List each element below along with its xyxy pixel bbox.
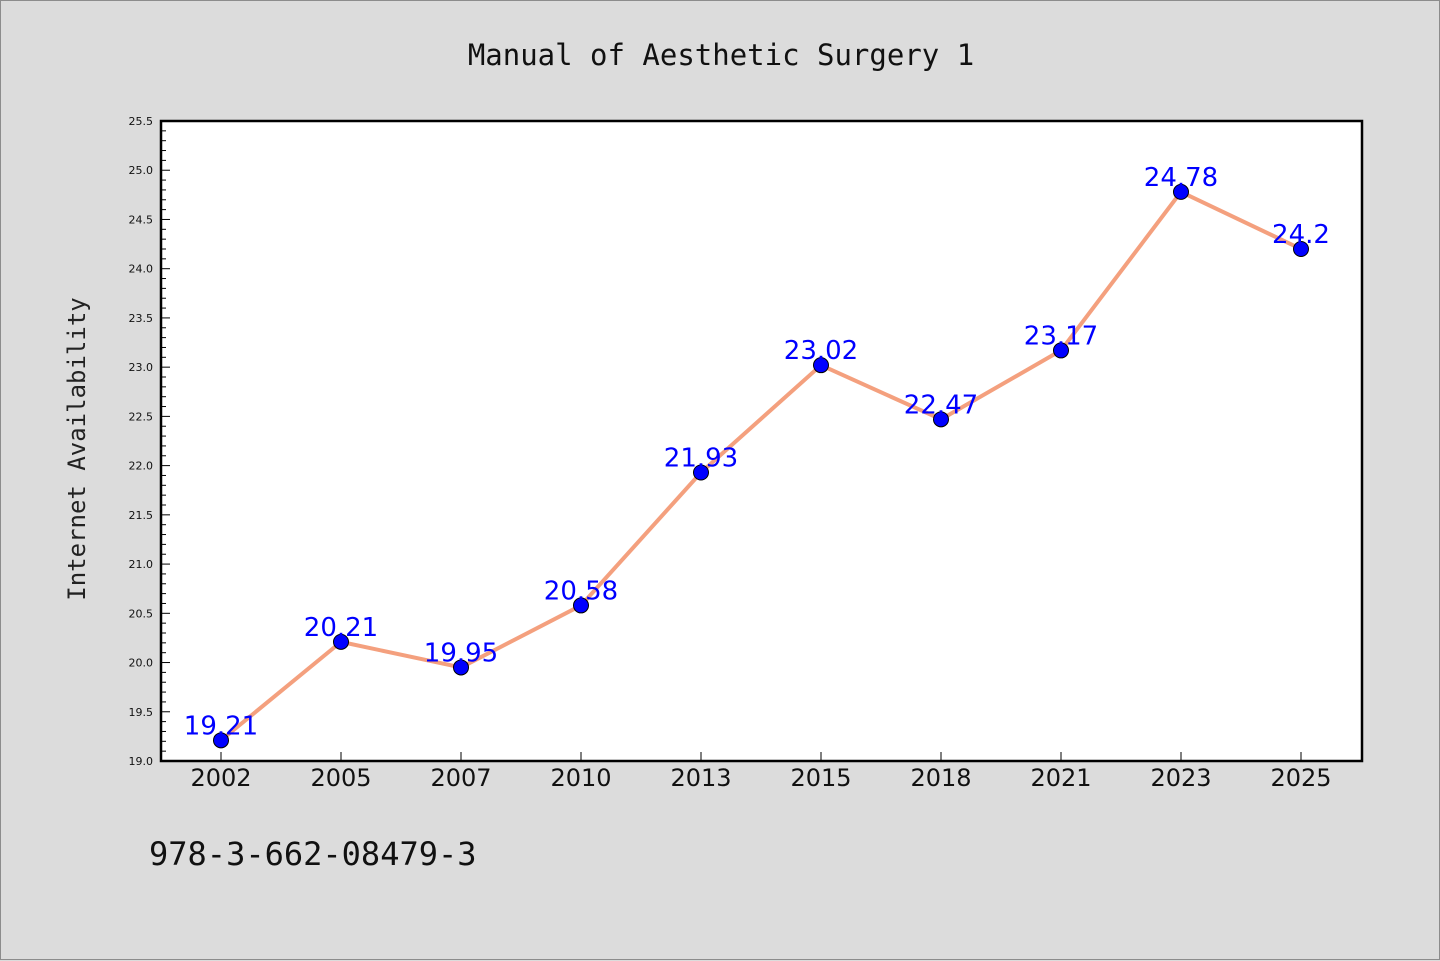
plot-area <box>161 121 1362 761</box>
x-tick-label: 2018 <box>910 764 971 792</box>
data-label: 19.95 <box>424 638 498 668</box>
data-point <box>213 732 229 749</box>
x-tick-label: 2025 <box>1270 764 1331 792</box>
y-axis-label: Internet Availability <box>63 297 91 600</box>
data-point <box>453 659 469 676</box>
y-tick-label: 20.0 <box>129 657 154 670</box>
x-tick-label: 2007 <box>430 764 491 792</box>
y-tick-label: 24.5 <box>129 213 154 226</box>
y-tick-label: 21.5 <box>129 509 154 522</box>
data-point <box>1293 241 1309 257</box>
y-tick-label: 22.0 <box>129 460 154 473</box>
data-point <box>573 597 589 614</box>
data-point <box>693 464 709 481</box>
data-label: 21.93 <box>664 444 738 474</box>
data-label: 19.21 <box>184 711 258 741</box>
data-label: 20.58 <box>544 576 618 606</box>
y-tick-label: 23.5 <box>129 312 154 325</box>
y-tick-label: 25.5 <box>129 115 154 128</box>
x-tick-label: 2021 <box>1030 764 1091 792</box>
y-tick-label: 22.5 <box>129 410 154 423</box>
y-tick-label: 19.0 <box>129 755 154 768</box>
data-point <box>1053 342 1069 359</box>
x-tick-label: 2013 <box>670 764 731 792</box>
isbn-footer: 978-3-662-08479-3 <box>149 835 477 873</box>
data-label: 22.47 <box>904 390 978 420</box>
x-tick-label: 2005 <box>310 764 371 792</box>
x-tick-label: 2015 <box>790 764 851 792</box>
data-label: 24.78 <box>1144 163 1218 193</box>
y-tick-label: 25.0 <box>129 164 154 177</box>
plot-frame <box>159 119 1364 763</box>
data-points <box>213 183 1309 749</box>
chart-title: Manual of Aesthetic Surgery 1 <box>468 38 974 72</box>
x-tick-label: 2010 <box>550 764 611 792</box>
x-tick-label: 2002 <box>190 764 251 792</box>
data-point <box>813 357 829 374</box>
data-label: 24.2 <box>1272 220 1330 250</box>
data-point <box>933 411 949 428</box>
data-label: 23.02 <box>784 336 858 366</box>
y-tick-label: 20.5 <box>129 607 154 620</box>
y-axis: 19.0 19.5 20.0 20.5 21.0 21.5 22.0 22.5 23.0 23.5… <box>129 115 170 768</box>
data-label: 23.17 <box>1024 321 1098 351</box>
x-tick-label: 2023 <box>1150 764 1211 792</box>
data-point <box>1173 183 1189 200</box>
data-label: 20.21 <box>304 613 378 643</box>
data-labels: 19.21 20.21 19.95 20.58 21.93 23.02 22.47 23.17… <box>184 163 1330 741</box>
y-tick-label: 21.0 <box>129 558 154 571</box>
series-line-group <box>219 189 1303 743</box>
y-tick-label: 24.0 <box>129 263 154 276</box>
series-line <box>219 189 1303 743</box>
data-point <box>333 633 349 650</box>
y-tick-label: 19.5 <box>129 706 154 719</box>
x-axis: 2002 2005 2007 2010 2013 2015 2018 2021 2023 2025 <box>190 752 1332 792</box>
y-tick-label: 23.0 <box>129 361 154 374</box>
